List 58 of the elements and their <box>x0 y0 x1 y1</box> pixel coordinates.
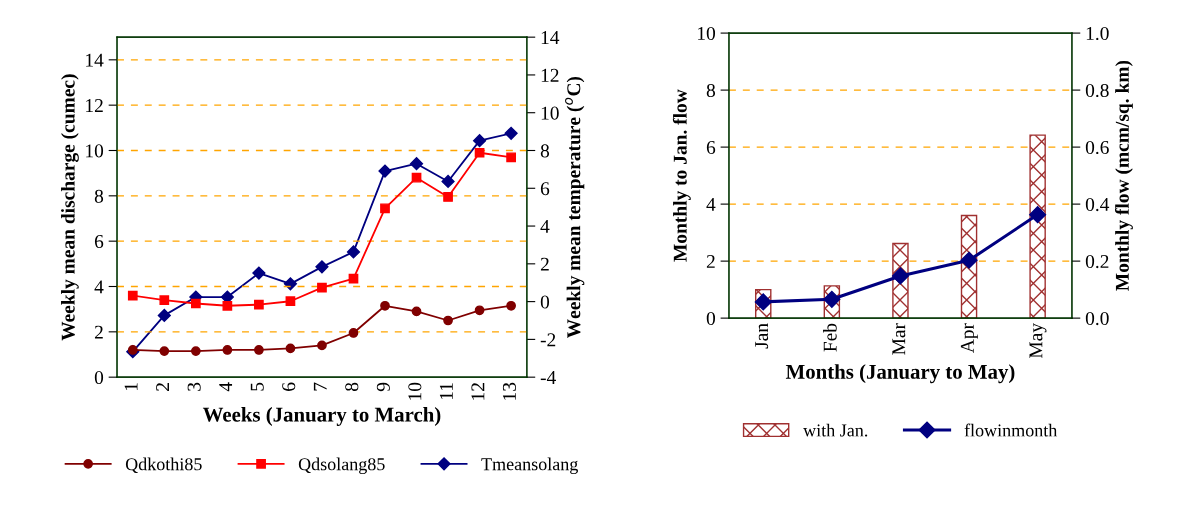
y2-tick-label: 4 <box>540 220 550 233</box>
x-tick-label: 3 <box>187 382 201 391</box>
y2-tick-label: 6 <box>540 182 550 196</box>
x-tick-label: 12 <box>471 383 485 400</box>
y2-tick-label: 0.8 <box>1085 83 1109 98</box>
x-tick-label: 11 <box>439 383 453 400</box>
y2-axis-title: Weekly mean temperature ($^{o}$C) <box>565 76 585 339</box>
x-tick-label: 2 <box>156 383 169 391</box>
y2-axis-title: Monthly flow (mcm/sq. km) <box>1114 60 1133 291</box>
x-tick-label: 7 <box>313 382 327 391</box>
legend-label: Tmeansolang <box>481 457 578 475</box>
y2-tick-label: -2 <box>540 333 556 347</box>
x-tick-label: 4 <box>219 382 233 392</box>
y-tick-label: 6 <box>94 235 104 249</box>
y-tick-label: 8 <box>706 83 716 98</box>
x-tick-label: Feb <box>823 323 837 352</box>
y2-tick-label: -4 <box>540 371 556 384</box>
x-axis-title: Weeks (January to March) <box>202 407 441 426</box>
x-tick-label: 13 <box>502 382 516 400</box>
x-tick-label: 10 <box>408 382 422 400</box>
y2-tick-label: 2 <box>540 257 549 271</box>
y2-tick-label: 0 <box>540 295 550 309</box>
y2-tick-label: 14 <box>541 31 560 44</box>
y2-tick-label: 0.4 <box>1085 197 1110 212</box>
y-tick-label: 6 <box>706 140 716 155</box>
y2-tick-label: 0.6 <box>1085 140 1109 155</box>
legend-label: Qdkothi85 <box>125 457 202 474</box>
y-tick-label: 4 <box>94 280 104 294</box>
y-tick-label: 2 <box>706 254 715 268</box>
legend-label: with Jan. <box>803 423 868 437</box>
y-tick-label: 10 <box>698 26 716 41</box>
y-tick-label: 14 <box>86 53 104 67</box>
y-tick-label: 4 <box>706 198 716 211</box>
y-tick-label: 10 <box>86 144 104 158</box>
y-axis-title: Weekly mean discharge (cumec) <box>61 74 79 341</box>
y2-tick-label: 10 <box>541 106 559 120</box>
x-axis-title: Months (January to May) <box>785 364 1015 384</box>
y-tick-label: 0 <box>706 311 716 326</box>
y-axis-title: Monthly to Jan. flow <box>672 89 691 262</box>
y2-tick-label: 0.0 <box>1085 311 1109 326</box>
x-tick-label: Mar <box>892 323 906 355</box>
x-tick-label: 6 <box>282 382 296 391</box>
x-tick-label: Apr <box>960 323 978 354</box>
y-tick-label: 8 <box>94 189 104 203</box>
y-tick-label: 12 <box>86 99 103 112</box>
y2-tick-label: 12 <box>541 68 559 82</box>
y2-tick-label: 0.2 <box>1085 254 1109 269</box>
x-tick-label: Jan <box>755 323 769 349</box>
legend-label: Qdsolang85 <box>298 457 385 475</box>
x-tick-label: 9 <box>376 382 390 392</box>
x-tick-label: 1 <box>124 383 138 391</box>
x-tick-label: May <box>1029 323 1047 359</box>
x-tick-label: 8 <box>345 382 359 392</box>
y-tick-label: 0 <box>94 370 104 385</box>
legend-label: flowinmonth <box>964 423 1058 437</box>
x-tick-label: 5 <box>250 382 264 391</box>
y2-tick-label: 8 <box>540 144 550 158</box>
y2-tick-label: 1.0 <box>1086 26 1109 41</box>
